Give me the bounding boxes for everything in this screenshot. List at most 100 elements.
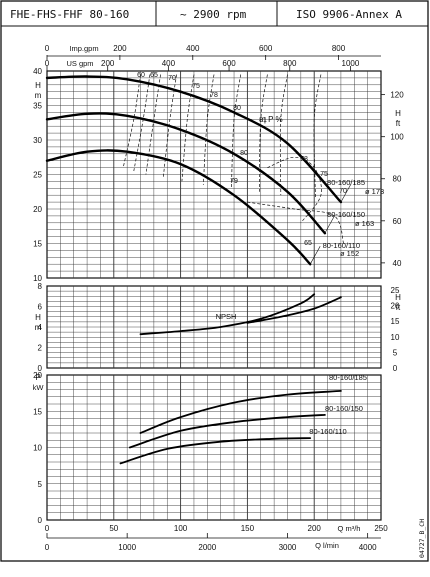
power-curve-2 xyxy=(119,437,312,465)
side-code: 04727_B_CH xyxy=(418,519,426,558)
efficiency-isoline xyxy=(181,74,195,182)
head-left-tick: 35 xyxy=(33,102,42,111)
bottom-q-tick: 50 xyxy=(109,524,118,533)
npsh-series-label: NPSH xyxy=(216,312,237,321)
bottom-q-label: Q m³/h xyxy=(338,524,361,533)
npsh-left-axis-unit: m xyxy=(35,323,42,332)
npsh-left-tick: 8 xyxy=(38,282,43,291)
head-left-axis-unit: m xyxy=(35,91,42,100)
top-us-tick: 600 xyxy=(222,59,236,68)
head-left-tick: 30 xyxy=(33,136,42,145)
power-left-tick: 0 xyxy=(38,516,43,525)
power-left-axis-label: P xyxy=(35,373,40,382)
efficiency-value: 65 xyxy=(150,72,158,79)
efficiency-isoline xyxy=(313,74,322,199)
head-right-tick: 80 xyxy=(393,175,402,184)
head-curve-leader xyxy=(309,246,321,265)
head-curve-0 xyxy=(45,75,343,204)
power-left-axis-unit: kW xyxy=(33,383,45,392)
power-left-tick: 5 xyxy=(38,480,43,489)
npsh-right-tick: 15 xyxy=(391,317,400,326)
npsh-right-tick: 25 xyxy=(391,286,400,295)
series-label-110: 80-160/110 xyxy=(323,241,360,250)
power-label-150: 80-160/150 xyxy=(325,404,363,413)
efficiency-loop xyxy=(247,201,344,244)
efficiency-isoline xyxy=(202,74,215,185)
bottom-q-tick: 150 xyxy=(241,524,255,533)
npsh-left-tick: 6 xyxy=(38,303,43,312)
top-us-tick: 200 xyxy=(101,59,115,68)
head-left-tick: 20 xyxy=(33,205,42,214)
efficiency-value: 70 xyxy=(168,75,176,82)
top-imp-tick: 0 xyxy=(45,44,50,53)
bottom-q-tick: 0 xyxy=(45,524,50,533)
efficiency-isoline xyxy=(279,74,288,196)
efficiency-isoline xyxy=(133,74,151,172)
bottom-q-tick: 250 xyxy=(374,524,388,533)
efficiency-value: 70 xyxy=(339,188,347,195)
head-curve-leader xyxy=(324,215,336,234)
efficiency-value: 80 xyxy=(233,105,241,112)
bottom-l-label: Q l/min xyxy=(315,541,339,550)
top-us-tick: 1000 xyxy=(342,59,360,68)
bottom-q-tick: 200 xyxy=(308,524,322,533)
efficiency-value: 79 xyxy=(230,178,238,185)
top-us-tick: 400 xyxy=(162,59,176,68)
head-left-tick: 15 xyxy=(33,240,42,249)
efficiency-loop xyxy=(267,156,322,224)
top-us-tick: 800 xyxy=(283,59,297,68)
head-right-tick: 60 xyxy=(393,217,402,226)
head-right-tick: 120 xyxy=(390,91,404,100)
head-left-tick: 10 xyxy=(33,274,42,283)
power-left-tick: 10 xyxy=(33,444,42,453)
head-left-tick: 40 xyxy=(33,67,42,76)
efficiency-isoline xyxy=(145,74,161,175)
head-right-tick: 40 xyxy=(393,259,402,268)
bottom-l-tick: 4000 xyxy=(359,543,377,552)
efficiency-isoline xyxy=(122,74,141,168)
head-right-axis-label: H xyxy=(395,109,401,118)
bottom-l-tick: 3000 xyxy=(279,543,297,552)
series-sub-150: ø 163 xyxy=(355,219,374,228)
efficiency-value: 60 xyxy=(137,72,145,79)
efficiency-isoline xyxy=(259,74,268,192)
efficiency-value: 78 xyxy=(210,92,218,99)
bottom-l-tick: 1000 xyxy=(118,543,136,552)
npsh-right-tick: 10 xyxy=(391,333,400,342)
npsh-right-tick: 5 xyxy=(393,348,398,357)
series-label-185: 80-160/185 xyxy=(327,178,365,187)
npsh-curve-0 xyxy=(139,293,316,336)
header-speed: ~ 2900 rpm xyxy=(180,8,247,21)
npsh-right-tick: 20 xyxy=(391,302,400,311)
head-right-tick: 100 xyxy=(390,133,404,142)
power-left-tick: 15 xyxy=(33,407,42,416)
head-left-tick: 25 xyxy=(33,171,42,180)
efficiency-isoline xyxy=(162,74,177,178)
npsh-left-tick: 4 xyxy=(38,323,43,332)
header-model: FHE-FHS-FHF 80-160 xyxy=(10,8,129,21)
npsh-left-tick: 2 xyxy=(38,344,43,353)
power-curve-1 xyxy=(128,414,326,449)
head-left-axis-label: H xyxy=(35,81,41,90)
series-sub-110: ø 152 xyxy=(340,249,359,258)
top-us-tick: 0 xyxy=(45,59,50,68)
efficiency-value: 81 xyxy=(259,117,267,124)
power-left-tick: 20 xyxy=(33,371,42,380)
efficiency-label: η P % xyxy=(261,115,282,124)
head-curve-2 xyxy=(45,149,312,266)
grid-layer xyxy=(46,55,385,539)
series-sub-185: ø 173 xyxy=(365,187,384,196)
efficiency-value: 75 xyxy=(192,83,200,90)
top-imp-tick: 400 xyxy=(186,44,200,53)
bottom-l-tick: 0 xyxy=(45,543,50,552)
power-label-185: 80-160/185 xyxy=(329,373,367,382)
head-right-axis-unit: ft xyxy=(396,119,401,128)
top-imp-tick: 200 xyxy=(113,44,127,53)
power-label-110: 80-160/110 xyxy=(309,427,346,436)
npsh-right-axis-unit: ft xyxy=(396,303,401,312)
bottom-l-tick: 2000 xyxy=(198,543,216,552)
efficiency-value: 80 xyxy=(240,150,248,157)
